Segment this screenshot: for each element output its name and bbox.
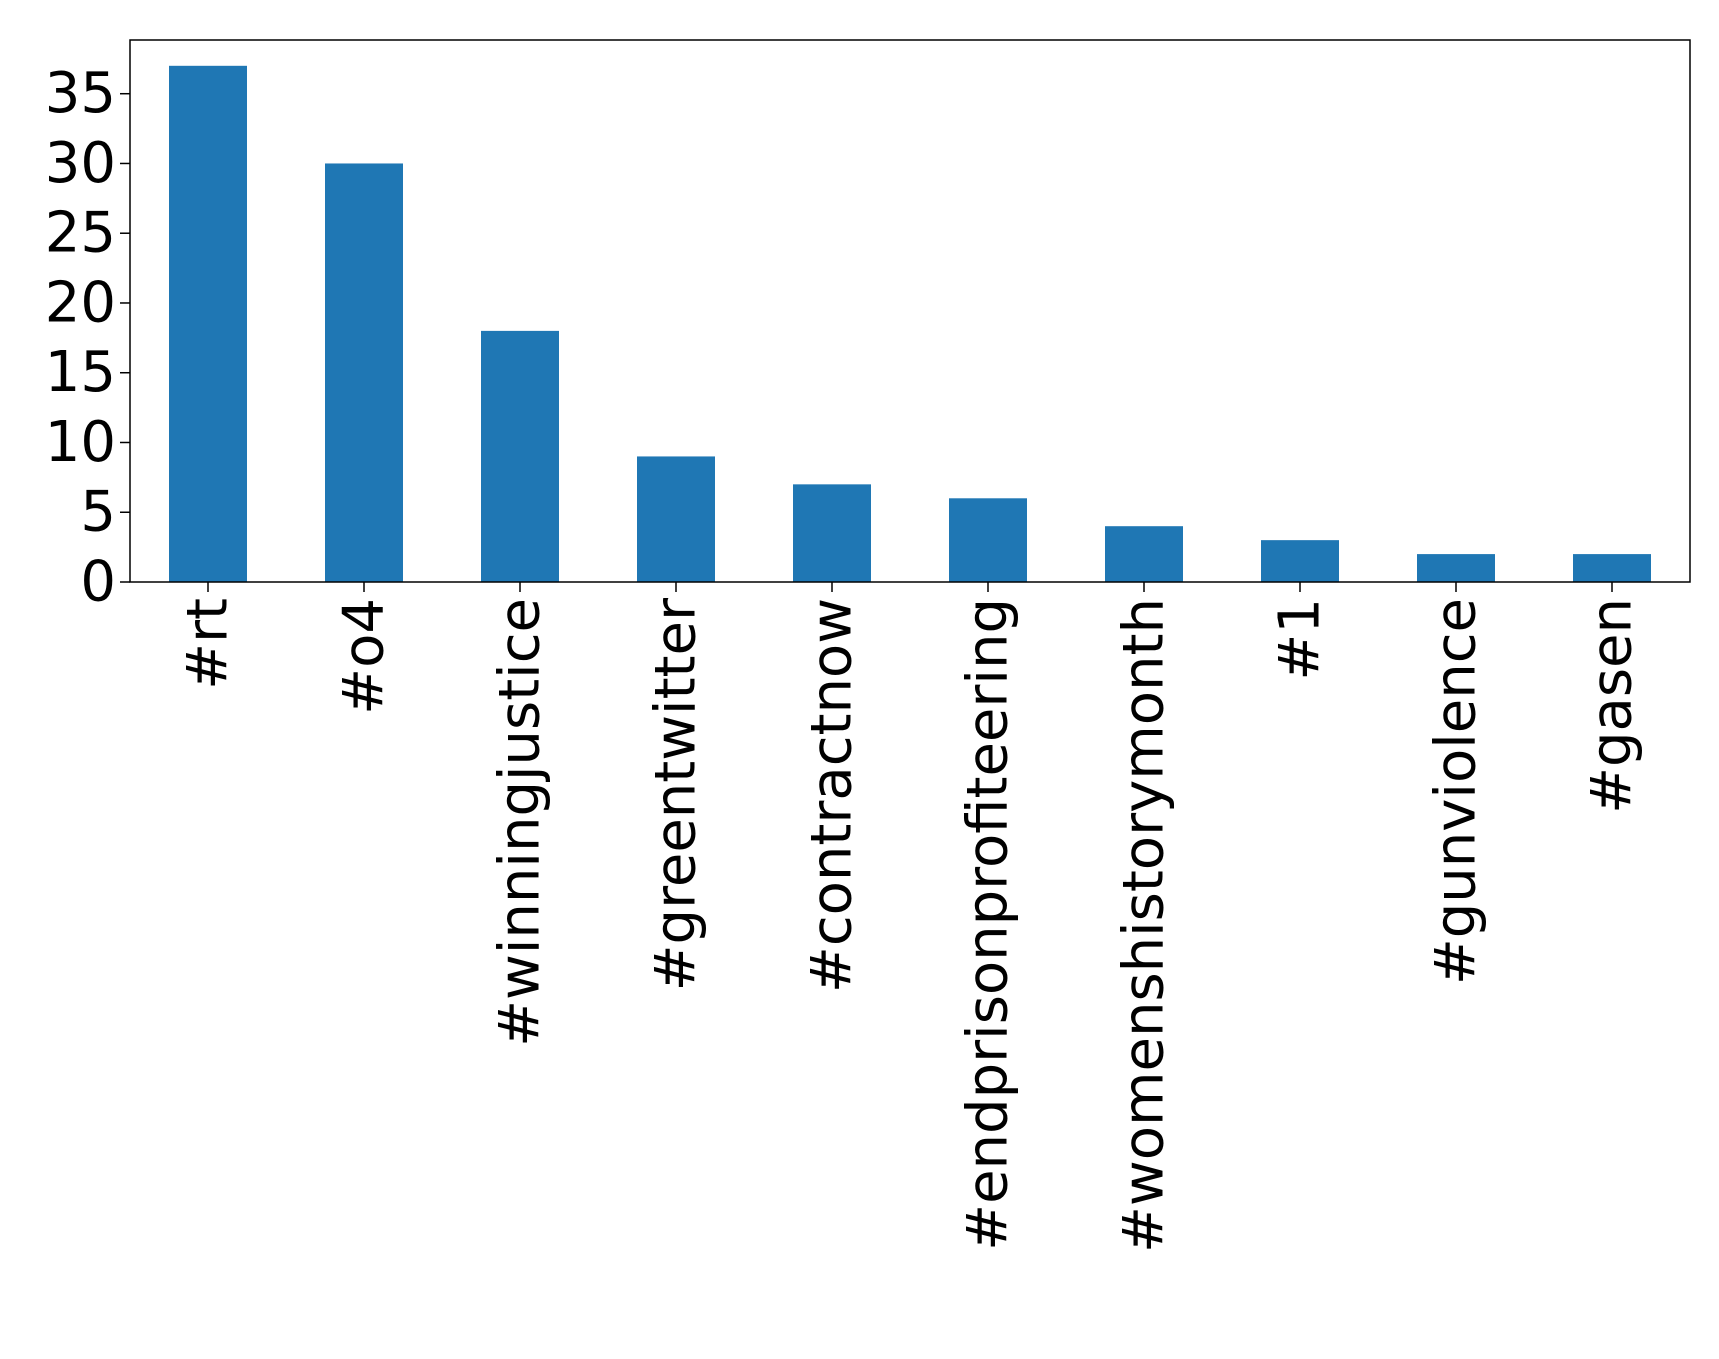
- bars-layer: [169, 65, 1651, 583]
- bar-greentwitter: [637, 456, 715, 582]
- bar-o4: [325, 163, 403, 583]
- bar-gunviolence: [1417, 554, 1495, 582]
- x-tick-label: #gunviolence: [1424, 598, 1489, 985]
- x-axis: #rt #o4 #winningjustice #greentwitter #contr…: [176, 582, 1645, 1253]
- y-tick-label: 15: [45, 340, 116, 405]
- x-tick-label: #contractnow: [800, 598, 865, 993]
- x-tick-label: #greentwitter: [644, 597, 709, 991]
- y-tick-label: 5: [80, 480, 116, 545]
- y-tick-label: 25: [45, 201, 116, 266]
- x-tick-label: #endprisonprofiteering: [956, 598, 1021, 1251]
- bar-endprisonprofiteering: [949, 498, 1027, 582]
- bar-womenshistorymonth: [1105, 526, 1183, 582]
- bar-contractnow: [793, 484, 871, 582]
- x-tick-label: #1: [1268, 598, 1333, 681]
- x-tick-label: #o4: [332, 598, 397, 715]
- bar-1: [1261, 540, 1339, 582]
- x-tick-label: #winningjustice: [488, 598, 553, 1047]
- x-tick-label: #gasen: [1580, 598, 1645, 814]
- bar-winningjustice: [481, 330, 559, 582]
- y-tick-label: 20: [45, 270, 116, 335]
- y-tick-label: 0: [80, 550, 116, 615]
- y-tick-label: 10: [45, 410, 116, 475]
- y-tick-label: 35: [45, 61, 116, 126]
- x-tick-label: #rt: [176, 598, 241, 690]
- plot-frame: [129, 39, 1691, 583]
- x-tick-label: #womenshistorymonth: [1112, 598, 1177, 1253]
- bar-gasen: [1573, 554, 1651, 582]
- bar-rt: [169, 65, 247, 583]
- y-tick-label: 30: [45, 131, 116, 196]
